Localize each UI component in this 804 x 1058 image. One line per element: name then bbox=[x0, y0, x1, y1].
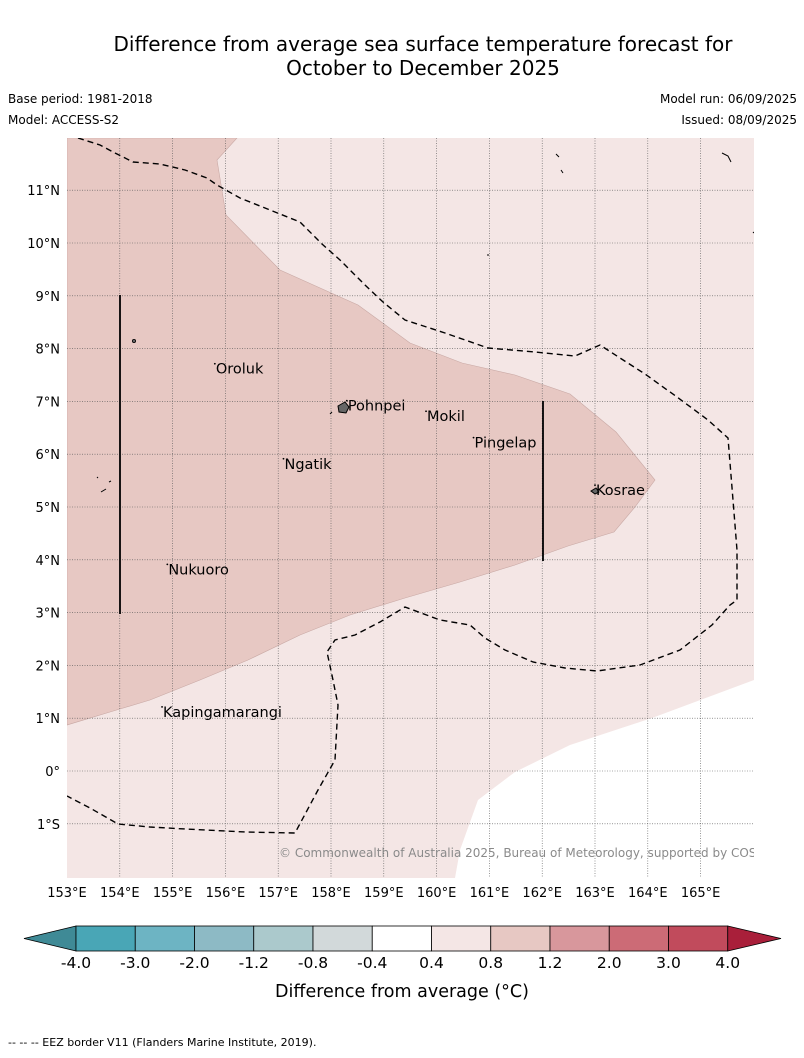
place-labels: Oroluk Pohnpei Mokil Pingelap Ngatik Kosrae Nu… bbox=[161, 362, 645, 721]
colorbar-segment bbox=[431, 925, 492, 952]
place-marker bbox=[345, 399, 348, 402]
latitude-label: 11°N bbox=[27, 184, 60, 199]
anomaly-band-neutral bbox=[455, 680, 754, 878]
colorbar-arrow-low bbox=[23, 925, 77, 952]
longitude-label: 156°E bbox=[206, 886, 246, 901]
place-label: Ngatik bbox=[284, 457, 332, 473]
title-line-1: Difference from average sea surface temp… bbox=[113, 32, 733, 56]
pohnpei-island bbox=[337, 401, 350, 414]
map-area: Oroluk Pohnpei Mokil Pingelap Ngatik Kosrae Nu… bbox=[67, 138, 784, 878]
latitude-label: 6°N bbox=[36, 448, 61, 463]
longitude-label: 165°E bbox=[681, 886, 721, 901]
colorbar-tick-label: 2.0 bbox=[597, 954, 622, 972]
place-marker bbox=[213, 362, 216, 365]
model-run: Model run: 06/09/2025 bbox=[659, 92, 797, 106]
colorbar-segment bbox=[253, 925, 314, 952]
latitude-labels: 11°N 10°N 9°N 8°N 7°N 6°N 5°N 4°N 3°N 2°N 1°N 0° 1°S bbox=[27, 184, 60, 833]
colorbar-segment bbox=[668, 925, 729, 952]
latitude-label: 0° bbox=[45, 765, 60, 780]
latitude-label: 2°N bbox=[36, 659, 61, 674]
copyright-notice: © Commonwealth of Australia 2025, Bureau… bbox=[279, 846, 784, 860]
title-line-2: October to December 2025 bbox=[286, 56, 560, 80]
colorbar-title: Difference from average (°C) bbox=[275, 982, 529, 1002]
colorbar-tick-label: 0.8 bbox=[478, 954, 503, 972]
map-title: Difference from average sea surface temp… bbox=[0, 32, 804, 80]
longitude-label: 164°E bbox=[628, 886, 668, 901]
issued-date: Issued: 08/09/2025 bbox=[681, 113, 797, 127]
longitude-label: 157°E bbox=[258, 886, 298, 901]
colorbar-tick-label: -1.2 bbox=[239, 954, 269, 972]
latitude-label: 1°N bbox=[36, 712, 61, 727]
colorbar-tick-label: 0.4 bbox=[419, 954, 444, 972]
latitude-label: 7°N bbox=[36, 395, 61, 410]
place-label: Nukuoro bbox=[168, 562, 229, 578]
place-marker bbox=[594, 484, 596, 487]
latitude-label: 10°N bbox=[27, 237, 60, 252]
place-label: Mokil bbox=[427, 409, 465, 425]
colorbar-segment bbox=[608, 925, 669, 952]
place-marker bbox=[282, 457, 285, 460]
longitude-label: 160°E bbox=[417, 886, 457, 901]
colorbar-segment bbox=[371, 925, 432, 952]
base-period: Base period: 1981-2018 bbox=[8, 92, 153, 106]
colorbar-tick-label: -4.0 bbox=[61, 954, 91, 972]
longitude-label: 162°E bbox=[522, 886, 562, 901]
place-marker bbox=[425, 410, 427, 413]
colorbar-segment bbox=[75, 925, 136, 952]
anomaly-band-0.8-1.2 bbox=[67, 138, 656, 726]
colorbar-segment bbox=[549, 925, 610, 952]
colorbar-tick-label: -3.0 bbox=[120, 954, 150, 972]
colorbar-segment bbox=[194, 925, 255, 952]
colorbar-tick-label: -0.8 bbox=[298, 954, 328, 972]
longitude-label: 155°E bbox=[153, 886, 193, 901]
colorbar-segment bbox=[490, 925, 551, 952]
kosrae-island bbox=[590, 487, 600, 495]
eez-footnote: -- -- -- EEZ border V11 (Flanders Marine… bbox=[8, 1036, 317, 1049]
latitude-label: 8°N bbox=[36, 343, 61, 358]
colorbar-segment bbox=[312, 925, 373, 952]
longitude-label: 159°E bbox=[364, 886, 404, 901]
colorbar-tick-label: 3.0 bbox=[656, 954, 681, 972]
longitude-label: 154°E bbox=[100, 886, 140, 901]
model-name: Model: ACCESS-S2 bbox=[8, 113, 120, 127]
latitude-label: 9°N bbox=[36, 290, 61, 305]
place-marker bbox=[166, 563, 169, 566]
atolls bbox=[96, 152, 754, 493]
place-label: Kapingamarangi bbox=[163, 705, 282, 721]
place-label: Pohnpei bbox=[348, 399, 406, 415]
place-label: Kosrae bbox=[596, 483, 645, 499]
place-label: Oroluk bbox=[216, 362, 264, 378]
colorbar-tick-label: -0.4 bbox=[357, 954, 387, 972]
latitude-label: 4°N bbox=[36, 554, 61, 569]
latitude-label: 3°N bbox=[36, 607, 61, 622]
longitude-label: 158°E bbox=[311, 886, 351, 901]
colorbar: -4.0 -3.0 -2.0 -1.2 -0.8 -0.4 0.4 0.8 1.2 2.0 3.0 4… bbox=[23, 925, 782, 972]
islands bbox=[96, 152, 754, 495]
longitude-labels: 153°E 154°E 155°E 156°E 157°E 158°E 159°E 160°E… bbox=[47, 886, 720, 901]
place-marker bbox=[161, 706, 163, 708]
place-label: Pingelap bbox=[475, 436, 537, 452]
latitude-label: 5°N bbox=[36, 501, 61, 516]
colorbar-tick-label: 4.0 bbox=[715, 954, 740, 972]
eez-borders bbox=[67, 138, 738, 834]
colorbar-arrow-high bbox=[727, 925, 782, 952]
colorbar-tick-label: 1.2 bbox=[538, 954, 563, 972]
latitude-label: 1°S bbox=[37, 818, 60, 833]
islet bbox=[131, 338, 136, 343]
longitude-label: 163°E bbox=[575, 886, 615, 901]
colorbar-segment bbox=[134, 925, 195, 952]
place-marker bbox=[472, 436, 475, 439]
longitude-label: 153°E bbox=[47, 886, 87, 901]
longitude-label: 161°E bbox=[470, 886, 510, 901]
colorbar-tick-label: -2.0 bbox=[179, 954, 209, 972]
